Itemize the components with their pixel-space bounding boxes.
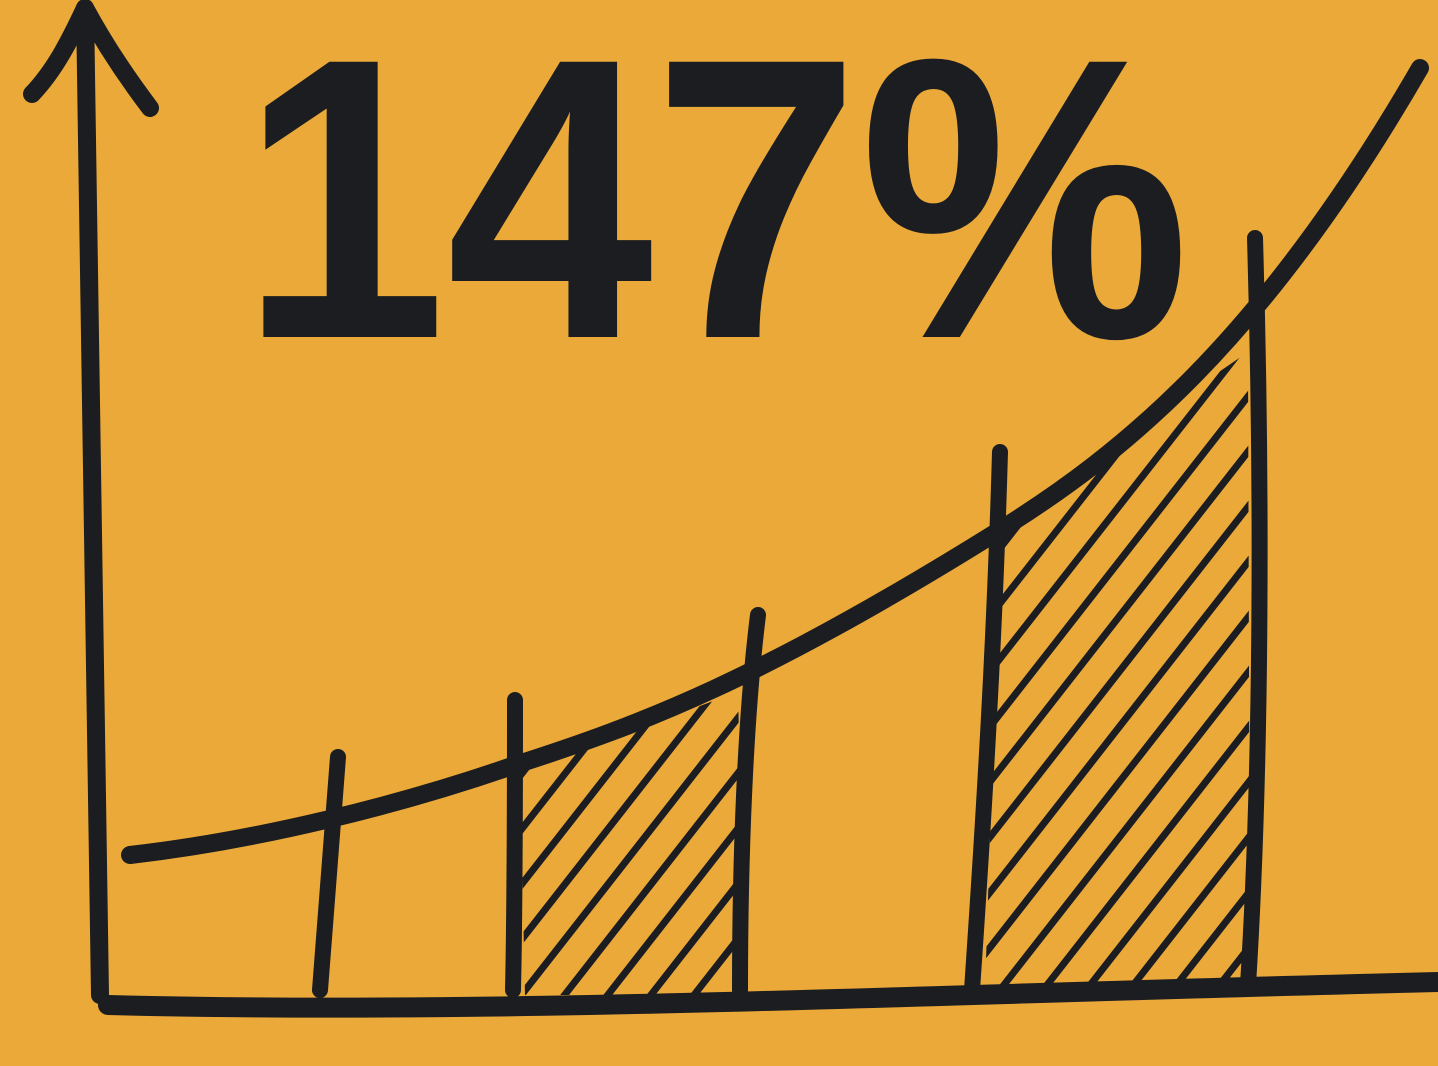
y-axis [76, 0, 109, 1004]
bar-outline [312, 749, 346, 998]
curve [121, 59, 1429, 864]
arrow-head [23, 0, 159, 117]
x-axis [98, 972, 1438, 1018]
headline: 147% [240, 0, 1190, 422]
bar-outline [964, 230, 1268, 998]
bar-outline [505, 607, 766, 998]
